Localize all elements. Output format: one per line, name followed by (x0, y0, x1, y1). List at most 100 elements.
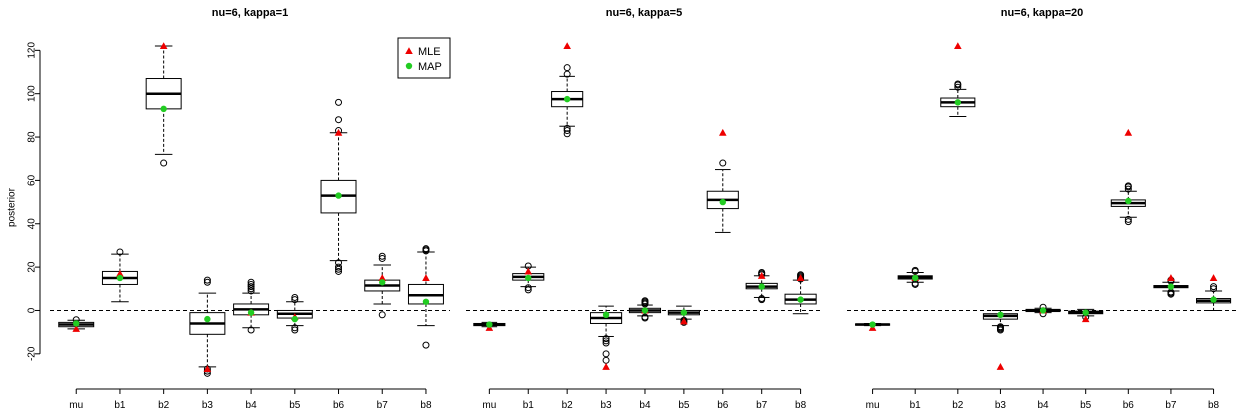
mle-point-b5 (680, 317, 688, 325)
x-tick-label: b8 (795, 400, 807, 411)
y-tick-label: -20 (27, 346, 38, 361)
outlier-point (378, 252, 386, 260)
map-point-b7 (379, 279, 386, 286)
outlier-point (641, 314, 649, 322)
x-tick-label: b7 (377, 400, 389, 411)
map-point-b1 (525, 274, 532, 282)
outlier-point (247, 280, 255, 288)
map-point-b6 (719, 198, 726, 206)
map-point-b4 (641, 307, 649, 314)
y-tick-label: 0 (27, 307, 38, 313)
map-point-mu (486, 321, 493, 328)
outlier-point (1124, 182, 1132, 190)
y-tick-label: 40 (27, 218, 38, 230)
map-point-b8 (797, 296, 804, 303)
outlier-point (203, 276, 211, 284)
x-tick-label: mu (866, 400, 880, 411)
mle-point-b1 (524, 267, 533, 275)
mle-point-b8 (796, 274, 805, 281)
legend-box (397, 37, 451, 79)
x-tick-label: b4 (639, 400, 651, 411)
outlier-point (116, 248, 124, 256)
x-tick-label: b4 (1038, 400, 1050, 411)
map-point-b5 (1082, 309, 1089, 316)
map-point-b1 (116, 274, 124, 282)
x-tick-label: b8 (1208, 400, 1220, 411)
outlier-point (719, 159, 727, 167)
outlier-point (602, 337, 610, 345)
x-tick-label: b6 (717, 400, 729, 411)
outlier-point (335, 263, 343, 271)
outlier-point (335, 98, 343, 106)
outlier-point (247, 326, 255, 334)
panel-2: nu=6, kappa=5 mu b1 b2 b3 b4 b5 b6 b7 b8 (466, 7, 822, 411)
outlier-point (524, 284, 532, 292)
y-tick-label: 100 (27, 85, 38, 102)
mle-point-b6 (334, 128, 343, 136)
outlier-point (378, 254, 386, 262)
x-tick-label: mu (482, 400, 496, 411)
x-tick-label: b3 (995, 400, 1007, 411)
outlier-point (1124, 215, 1132, 223)
map-point-b3 (602, 311, 610, 319)
map-point-b8 (1210, 296, 1217, 303)
outlier-point (378, 311, 386, 319)
outlier-point (602, 350, 610, 358)
outlier-point (602, 335, 610, 343)
outlier-point (1124, 185, 1132, 193)
outlier-point (422, 341, 430, 349)
x-tick-label: mu (69, 400, 83, 411)
outlier-point (563, 130, 571, 138)
mle-point-b1 (116, 269, 124, 277)
panel-3: nu=6, kappa=20 mu b1 b2 b3 b4 b5 b6 b7 b8 (847, 7, 1237, 411)
outlier-point (247, 283, 255, 291)
outlier-point (954, 83, 962, 91)
outlier-point (954, 80, 962, 88)
outlier-point (563, 64, 571, 72)
mle-point-b5 (1081, 315, 1090, 323)
mle-point-b6 (1124, 128, 1133, 136)
outlier-point (203, 278, 211, 286)
outlier-point (996, 326, 1004, 334)
map-point-b2 (954, 99, 962, 106)
outlier-point (335, 259, 343, 267)
map-point-b6 (1125, 197, 1132, 205)
map-point-mu (73, 320, 80, 327)
box-b6 (320, 98, 357, 275)
x-axis: mu b1 b2 b3 b4 b5 b6 b7 b8 (866, 388, 1220, 411)
outlier-point (602, 339, 610, 347)
legend: MLE MAP (397, 37, 451, 79)
outlier-point (291, 296, 299, 304)
map-point-b5 (291, 315, 299, 323)
box-b7 (364, 252, 401, 319)
mle-point-mu (72, 325, 81, 332)
outlier-point (563, 70, 571, 78)
box-b2 (145, 45, 182, 167)
map-point-b3 (204, 315, 211, 323)
outlier-point (291, 326, 299, 334)
y-tick-label: 20 (27, 261, 38, 273)
y-axis-label: posterior (7, 187, 18, 227)
x-tick-label: b2 (952, 400, 964, 411)
x-axis: mu b1 b2 b3 b4 b5 b6 b7 b8 (69, 388, 432, 411)
map-point-b3 (997, 311, 1004, 319)
y-tick-label: 60 (27, 174, 38, 186)
x-tick-label: b6 (1123, 400, 1135, 411)
outlier-point (1210, 285, 1218, 293)
box-b3 (189, 276, 226, 377)
map-point-b7 (1167, 283, 1175, 290)
mle-point-b8 (1209, 274, 1218, 281)
mle-point-b6 (718, 128, 727, 136)
x-tick-label: b7 (756, 400, 768, 411)
x-tick-label: b4 (246, 400, 258, 411)
x-tick-label: b3 (601, 400, 613, 411)
map-point-b4 (1039, 307, 1047, 314)
outlier-point (641, 297, 649, 305)
outlier-point (335, 116, 343, 124)
x-tick-label: b1 (910, 400, 922, 411)
y-tick-label: 120 (27, 42, 38, 59)
boxplot-panels: nu=6, kappa=1 mu b1 b2 b3 b4 b5 b6 b7 b8 -20 0 20 40 6… (7, 7, 1237, 411)
outlier-point (758, 295, 766, 303)
map-point-mu (869, 321, 876, 328)
